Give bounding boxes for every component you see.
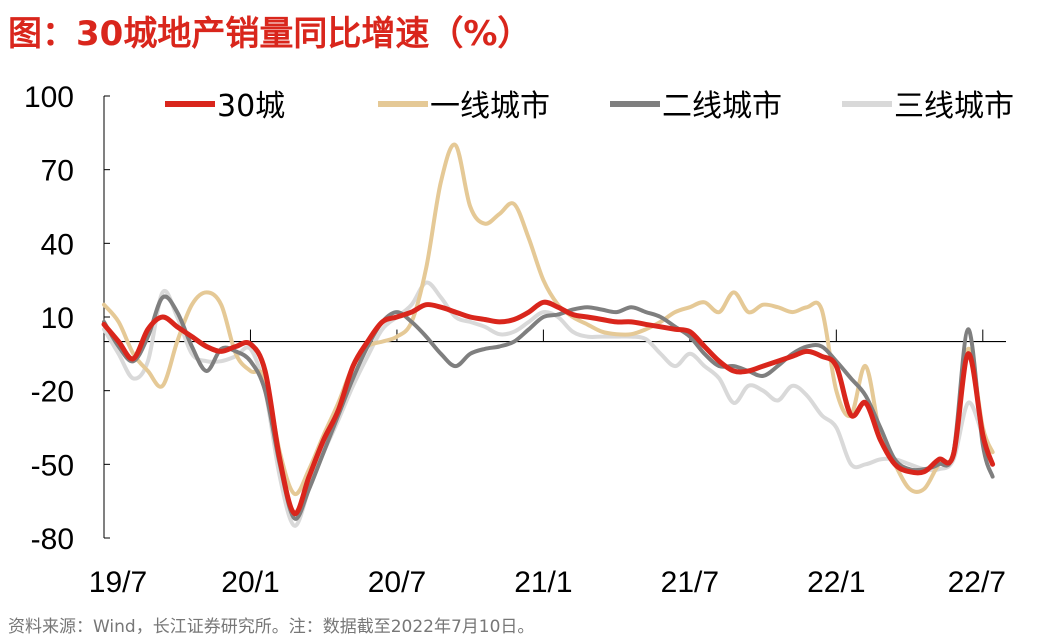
x-tick-label: 21/1 bbox=[514, 566, 572, 599]
x-tick-label: 22/7 bbox=[948, 566, 1006, 599]
series-tier3-cities-line bbox=[102, 280, 995, 528]
source-note: 资料来源：Wind，长江证券研究所。注：数据截至2022年7月10日。 bbox=[8, 617, 535, 637]
x-tick-label: 22/1 bbox=[807, 566, 865, 599]
axes: 100 70 40 10 -20 -50 -80 19/7 20/1 20/7 21/1 21/7 22… bbox=[24, 81, 1006, 599]
series-tier2-cities-line bbox=[102, 294, 995, 521]
y-tick-label: -80 bbox=[31, 523, 74, 556]
y-tick-label: 70 bbox=[41, 155, 74, 188]
series-30-cities-legend-label: 30城 bbox=[217, 89, 285, 124]
x-tick-label: 19/7 bbox=[89, 566, 147, 599]
series-tier1-cities-legend-label: 一线城市 bbox=[430, 89, 550, 124]
x-tick-label: 21/7 bbox=[661, 566, 719, 599]
y-tick-label: 100 bbox=[24, 81, 74, 114]
y-tick-label: -50 bbox=[31, 449, 74, 482]
x-tick-label: 20/7 bbox=[368, 566, 426, 599]
y-tick-label: -20 bbox=[31, 376, 74, 409]
series-30-cities-line bbox=[101, 299, 996, 516]
legend: 30城 一线城市 二线城市 三线城市 bbox=[165, 89, 1014, 124]
x-tick-label: 20/1 bbox=[221, 566, 279, 599]
series-tier3-cities-legend-label: 三线城市 bbox=[894, 89, 1014, 124]
chart-title: 图：30城地产销量同比增速（%） bbox=[8, 14, 532, 54]
series-tier2-cities-legend-label: 二线城市 bbox=[662, 89, 782, 124]
y-tick-label: 10 bbox=[41, 302, 74, 335]
series-tier1-cities-line bbox=[102, 142, 995, 496]
series-layer bbox=[101, 142, 996, 528]
y-tick-label: 40 bbox=[41, 228, 74, 261]
